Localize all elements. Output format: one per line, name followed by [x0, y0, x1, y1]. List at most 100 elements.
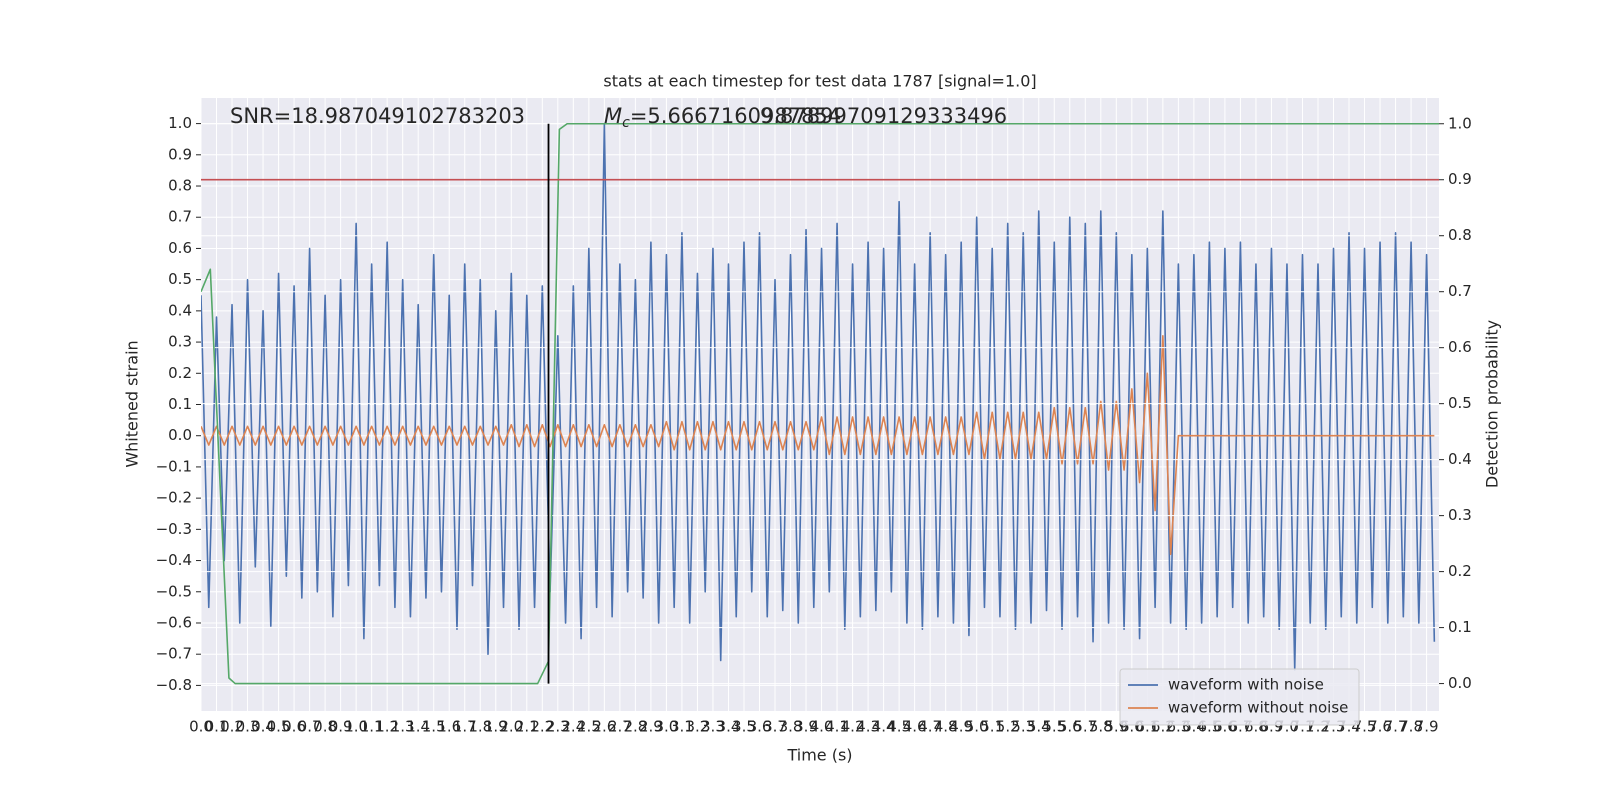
x-tick-label: 5.4 [1027, 718, 1051, 736]
series-line [201, 122, 1436, 671]
x-tick-label: 7.7 [1384, 718, 1408, 736]
y2-axis-label: Detection probability [1483, 320, 1502, 488]
y2-tick-label: 0.1 [1448, 618, 1472, 636]
x-tick-label: 0.1 [205, 718, 229, 736]
x-tick-label: 7.8 [1399, 718, 1423, 736]
y-tick-label: −0.5 [156, 582, 192, 600]
x-tick-label: 1.9 [484, 718, 508, 736]
mc-value: =5.6667160987854 [630, 104, 841, 128]
y2-tick-label: 0.5 [1448, 394, 1472, 412]
x-tick-label: 3.5 [732, 718, 756, 736]
mc-symbol: M [604, 104, 622, 128]
x-tick-label: 3.3 [701, 718, 725, 736]
y2-tick-label: 1.0 [1448, 114, 1472, 132]
y-tick-label: 0.8 [168, 177, 192, 195]
x-tick-label: 0.3 [236, 718, 260, 736]
y-tick-label: −0.3 [156, 520, 192, 538]
y-tick-label: 0.7 [168, 208, 192, 226]
y-tick-label: −0.7 [156, 645, 192, 663]
y-tick-label: −0.4 [156, 551, 192, 569]
x-tick-label: 0.6 [282, 718, 306, 736]
x-tick-label: 1.4 [406, 718, 430, 736]
x-tick-label: 1.7 [453, 718, 477, 736]
x-tick-label: 1.5 [422, 718, 446, 736]
x-tick-label: 5.7 [1073, 718, 1097, 736]
y2-tick-label: 0.9 [1448, 170, 1472, 188]
y-tick-label: 1.0 [168, 114, 192, 132]
x-tick-label: 0.4 [251, 718, 275, 736]
x-tick-label: 2.6 [592, 718, 616, 736]
x-tick-label: 5.3 [1011, 718, 1035, 736]
y-tick-label: 0.0 [168, 426, 192, 444]
x-tick-label: 0.5 [267, 718, 291, 736]
legend-label: waveform without noise [1168, 699, 1348, 717]
x-tick-label: 2.3 [546, 718, 570, 736]
extra-annotation: 9.87899709129333496 [760, 104, 1007, 128]
x-tick-label: 5.8 [1089, 718, 1113, 736]
x-tick-label: 4.1 [825, 718, 849, 736]
x-tick-label: 0.8 [313, 718, 337, 736]
x-tick-label: 3.0 [654, 718, 678, 736]
x-tick-label: 0.2 [220, 718, 244, 736]
x-tick-label: 0.7 [298, 718, 322, 736]
x-tick-label: 3.1 [670, 718, 694, 736]
series-line [201, 122, 1439, 685]
x-tick-label: 3.4 [717, 718, 741, 736]
x-tick-label: 4.5 [887, 718, 911, 736]
x-tick-label: 5.1 [980, 718, 1004, 736]
y2-tick-label: 0.6 [1448, 338, 1472, 356]
y2-tick-label: 0.8 [1448, 226, 1472, 244]
y-tick-label: 0.9 [168, 145, 192, 163]
x-tick-label: 5.2 [996, 718, 1020, 736]
y-tick-label: −0.2 [156, 489, 192, 507]
x-tick-label: 3.6 [748, 718, 772, 736]
x-tick-label: 3.8 [779, 718, 803, 736]
y-tick-label: 0.6 [168, 239, 192, 257]
y-tick-label: 0.1 [168, 395, 192, 413]
y-axis-label: Whitened strain [123, 340, 142, 467]
y2-tick-label: 0.2 [1448, 562, 1472, 580]
x-tick-label: 2.1 [515, 718, 539, 736]
x-tick-label: 1.6 [437, 718, 461, 736]
x-tick-label: 3.9 [794, 718, 818, 736]
x-tick-label: 4.9 [949, 718, 973, 736]
y-tick-label: 0.2 [168, 364, 192, 382]
y-tick-label: 0.3 [168, 333, 192, 351]
x-tick-label: 3.2 [686, 718, 710, 736]
x-tick-label: 4.4 [872, 718, 896, 736]
x-axis-label: Time (s) [786, 746, 852, 765]
x-tick-label: 4.2 [841, 718, 865, 736]
x-tick-label: 0.9 [329, 718, 353, 736]
legend-box [1119, 668, 1360, 726]
y2-tick-label: 0.7 [1448, 282, 1472, 300]
x-tick-label: 2.2 [530, 718, 554, 736]
y2-tick-label: 0.4 [1448, 450, 1472, 468]
x-tick-label: 2.8 [623, 718, 647, 736]
x-tick-label: 1.0 [344, 718, 368, 736]
snr-annotation: SNR=18.987049102783203 [230, 104, 525, 128]
series-line [201, 335, 1435, 556]
x-tick-label: 1.2 [375, 718, 399, 736]
x-tick-label: 2.5 [577, 718, 601, 736]
x-tick-label: 4.3 [856, 718, 880, 736]
y-tick-label: −0.6 [156, 613, 192, 631]
y-tick-label: 0.5 [168, 270, 192, 288]
x-tick-label: 4.0 [810, 718, 834, 736]
x-tick-label: 1.3 [391, 718, 415, 736]
x-tick-label: 2.9 [639, 718, 663, 736]
x-tick-label: 5.5 [1042, 718, 1066, 736]
x-tick-label: 1.8 [468, 718, 492, 736]
y-tick-label: 0.4 [168, 301, 192, 319]
x-tick-label: 7.6 [1368, 718, 1392, 736]
x-tick-label: 2.7 [608, 718, 632, 736]
x-tick-label: 4.6 [903, 718, 927, 736]
mc-annotation: Mc=5.6667160987854 [604, 104, 841, 131]
y2-tick-label: 0.3 [1448, 506, 1472, 524]
legend-label: waveform with noise [1168, 676, 1324, 694]
x-tick-label: 4.7 [918, 718, 942, 736]
x-tick-label: 5.0 [965, 718, 989, 736]
chart-title: stats at each timestep for test data 178… [603, 72, 1036, 91]
x-tick-label: 4.8 [934, 718, 958, 736]
